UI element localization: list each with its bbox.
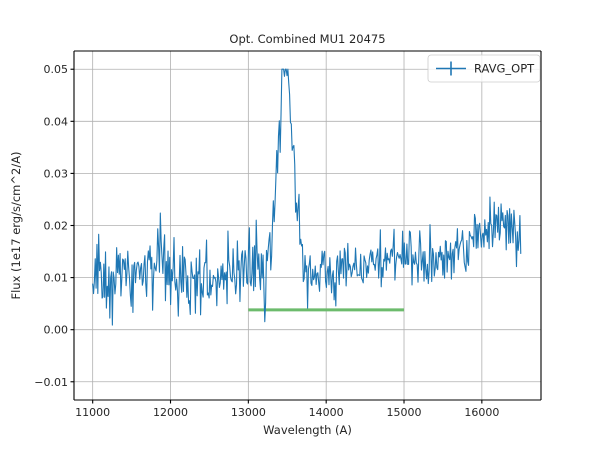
legend-box [427,54,541,83]
legend-label-ravg-opt: RAVG_OPT [474,62,535,76]
x-tick-label: 16000 [464,406,499,419]
x-tick-label: 11000 [75,406,110,419]
spectrum-line[interactable] [92,68,522,326]
x-axis-label: Wavelength (A) [263,423,352,437]
y-axis-label: Flux (1e17 erg/s/cm^2/A) [9,151,23,299]
y-tick-label: 0.00 [44,324,69,337]
y-tick-label: 0.01 [44,272,69,285]
legend[interactable] [427,54,541,83]
x-tick-label: 14000 [309,406,344,419]
x-tick-label: 13000 [231,406,266,419]
y-tick-label: 0.02 [44,220,69,233]
chart-title: Opt. Combined MU1 20475 [229,32,385,46]
y-tick-label: 0.04 [44,115,69,128]
x-tick-label: 12000 [153,406,188,419]
y-tick-label: −0.01 [34,376,68,389]
y-tick-label: 0.05 [44,63,69,76]
x-tick-label: 15000 [387,406,422,419]
y-tick-label: 0.03 [44,167,69,180]
axes-spines [73,50,542,401]
